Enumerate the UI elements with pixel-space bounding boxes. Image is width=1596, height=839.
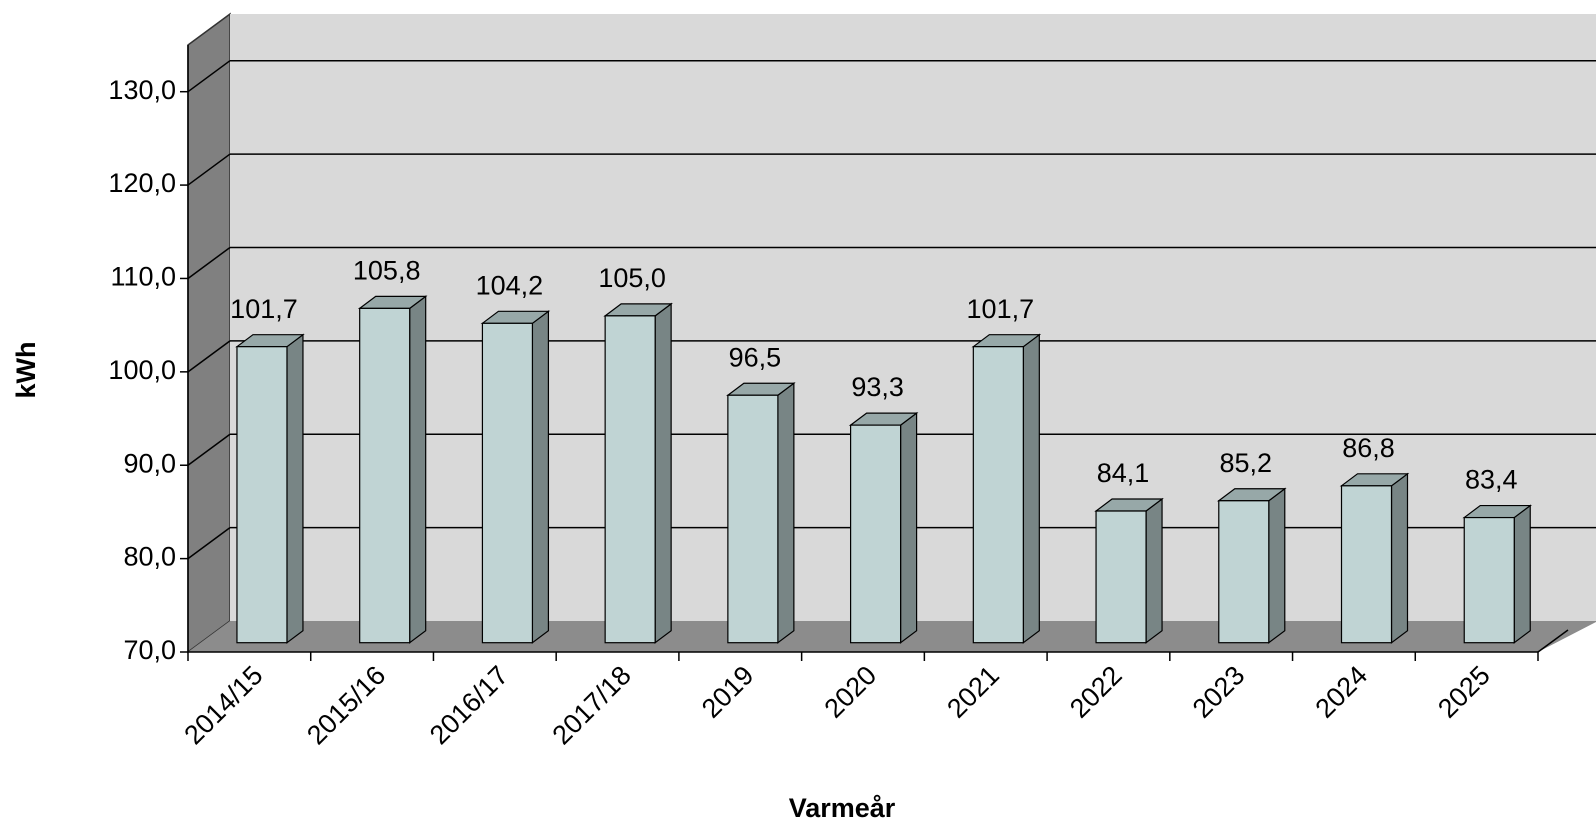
bar: [481, 322, 534, 644]
y-tick-label: 110,0: [110, 262, 176, 292]
grid-line: [187, 433, 231, 466]
x-axis-title: Varmeår: [789, 793, 896, 823]
bar-side: [1390, 472, 1409, 644]
x-tick-label: 2019: [696, 660, 760, 724]
bar: [359, 307, 411, 644]
data-label: 84,1: [1097, 458, 1150, 488]
bar-side: [777, 382, 795, 644]
y-tick-label: 130,0: [108, 75, 176, 105]
grid-line: [187, 527, 231, 560]
bar: [1340, 485, 1393, 644]
bar-side: [899, 411, 918, 644]
bar: [1463, 516, 1515, 644]
x-tick-label: 2021: [941, 660, 1005, 724]
grid-line: [187, 340, 231, 373]
bar-side: [1022, 333, 1040, 644]
y-axis-title: kWh: [11, 342, 41, 399]
bar-side: [531, 310, 550, 644]
bar-side: [286, 333, 304, 644]
bar-side: [1513, 504, 1531, 644]
data-label: 104,2: [476, 270, 544, 300]
bar-side: [409, 295, 427, 644]
back-wall: [230, 14, 1596, 621]
data-label: 85,2: [1220, 448, 1273, 478]
bar: [1095, 510, 1147, 644]
x-tick-label: 2014/15: [178, 660, 268, 750]
bar: [972, 346, 1024, 644]
bar: [604, 315, 656, 644]
data-label: 105,0: [598, 263, 666, 293]
x-tick-label: 2025: [1432, 660, 1496, 724]
y-tick-label: 80,0: [123, 542, 176, 572]
y-tick-label: 70,0: [123, 635, 176, 665]
data-label: 93,3: [851, 372, 904, 402]
bar-side: [1145, 497, 1163, 644]
data-label: 86,8: [1342, 433, 1395, 463]
x-tick-label: 2017/18: [547, 660, 637, 750]
side-wall: [187, 12, 231, 654]
bar: [1218, 500, 1270, 644]
x-tick-label: 2015/16: [301, 660, 391, 750]
grid-line: [187, 60, 231, 93]
y-tick-label: 100,0: [108, 355, 176, 385]
bar: [849, 424, 902, 644]
x-tick-label: 2020: [819, 660, 883, 724]
grid-line: [187, 246, 231, 280]
bar-side: [654, 302, 672, 644]
bar: [236, 346, 288, 644]
data-label: 105,8: [353, 256, 421, 286]
x-tick-label: 2022: [1064, 660, 1128, 724]
data-label: 101,7: [967, 294, 1035, 324]
data-label: 101,7: [230, 294, 298, 324]
x-tick-label: 2023: [1187, 660, 1251, 724]
grid-line: [187, 153, 231, 186]
floor-edge: [1537, 629, 1569, 653]
y-tick-label: 90,0: [123, 448, 176, 478]
x-tick-label: 2016/17: [424, 660, 514, 750]
data-label: 96,5: [729, 342, 782, 372]
data-label: 83,4: [1465, 465, 1518, 495]
bar-side: [1268, 487, 1286, 644]
bar: [727, 394, 779, 644]
x-tick-label: 2024: [1309, 660, 1373, 724]
y-tick-label: 120,0: [108, 168, 176, 198]
